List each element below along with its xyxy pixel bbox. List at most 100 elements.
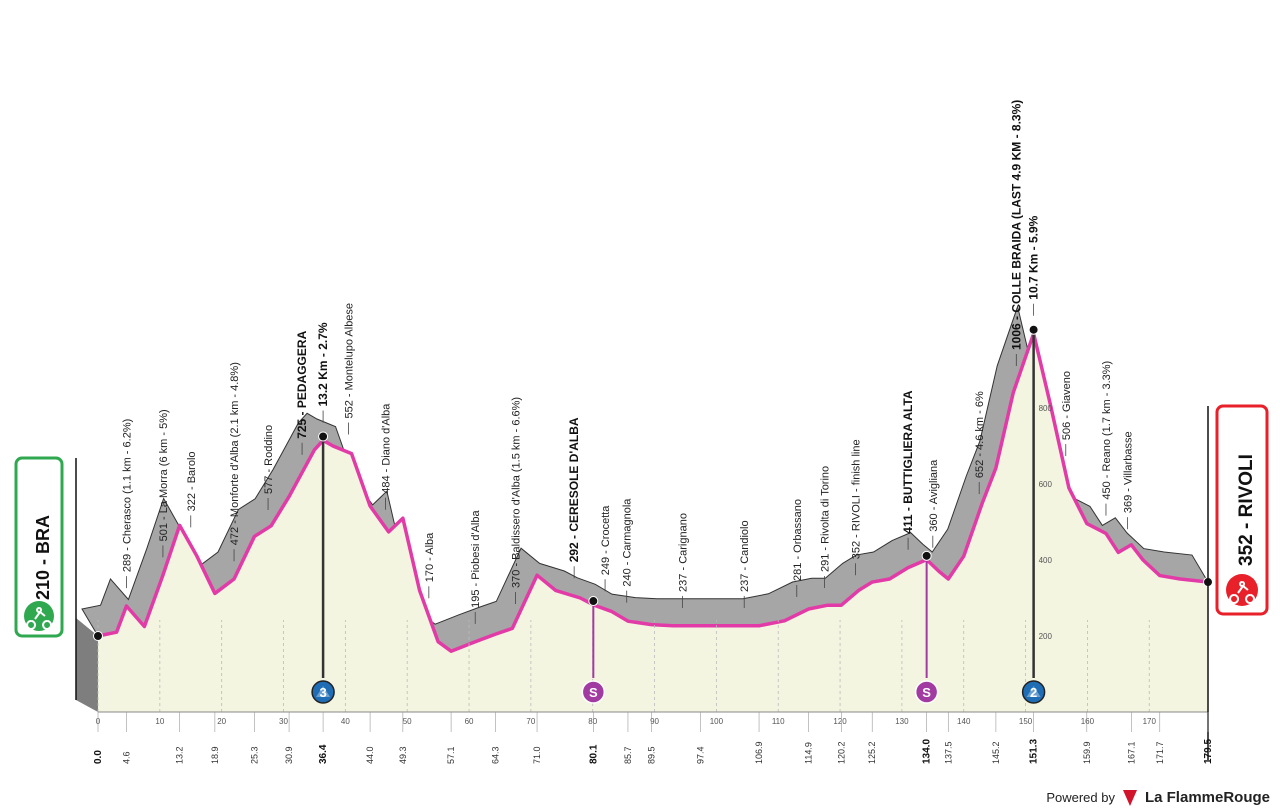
x-tick-label: 60 <box>465 717 474 726</box>
x-tick-label: 160 <box>1081 717 1095 726</box>
climb-marker-label: 3 <box>319 685 326 700</box>
finish-badge: 352 - RIVOLI <box>1215 404 1269 616</box>
km-label: 36.4 <box>318 744 329 764</box>
km-label: 137.5 <box>943 741 953 764</box>
sprint-point-dot <box>921 550 932 561</box>
waypoint-label: 289 - Cherasco (1.1 km - 6.2%) <box>121 419 133 572</box>
climb-category-icon <box>1021 680 1046 704</box>
km-label: 179.5 <box>1203 739 1214 764</box>
waypoint-label: 472 - Monforte d'Alba (2.1 km - 4.8%) <box>229 362 241 545</box>
waypoint-label: 237 - Candiolo <box>739 520 751 592</box>
climb-point-dot <box>1028 324 1039 335</box>
waypoint-label: 450 - Reano (1.7 km - 3.3%) <box>1101 361 1113 500</box>
finish-cyclist-icon <box>1226 574 1258 606</box>
km-label: 159.9 <box>1082 741 1092 764</box>
km-label: 0.0 <box>93 750 104 764</box>
x-tick-label: 170 <box>1143 717 1157 726</box>
x-tick-label: 130 <box>895 717 909 726</box>
x-tick-label: 20 <box>217 717 226 726</box>
profile-area-fill <box>98 333 1208 712</box>
km-label: 120.2 <box>836 741 846 764</box>
x-tick-label: 140 <box>957 717 971 726</box>
x-tick-label: 150 <box>1019 717 1033 726</box>
waypoint-label: 170 - Alba <box>424 532 436 582</box>
km-label: 49.3 <box>398 746 408 764</box>
km-label: 125.2 <box>867 741 877 764</box>
km-label: 134.0 <box>922 739 933 764</box>
km-label: 30.9 <box>284 746 294 764</box>
waypoint-label: 501 - La Morra (6 km - 5%) <box>158 409 170 541</box>
waypoint-label: 506 - Giaveno <box>1061 371 1073 440</box>
waypoint-label: 725 - PEDAGGERA <box>295 330 309 438</box>
km-label: 106.9 <box>754 741 764 764</box>
powered-by-text: Powered by <box>1046 790 1115 805</box>
km-label: 97.4 <box>695 746 705 764</box>
x-tick-label: 120 <box>833 717 847 726</box>
start-badge: 210 - BRA <box>14 456 64 638</box>
sprint-marker-label: S <box>922 685 931 700</box>
climb-point-dot <box>318 431 329 442</box>
brand-name: La FlammeRouge <box>1144 789 1270 806</box>
x-tick-label: 40 <box>341 717 350 726</box>
waypoint-label: 237 - Carignano <box>677 513 689 592</box>
waypoint-label: 652 - 4.6 km - 6% <box>974 391 986 478</box>
mountain-icon <box>1026 686 1041 697</box>
start-cyclist-icon <box>24 601 54 631</box>
waypoint-label: 369 - Villarbasse <box>1123 431 1135 513</box>
km-label: 85.7 <box>623 746 633 764</box>
x-tick-label: 100 <box>710 717 724 726</box>
km-label: 171.7 <box>1155 741 1165 764</box>
waypoint-label: 352 - RIVOLI - finish line <box>851 439 863 559</box>
km-label: 80.1 <box>588 744 599 764</box>
waypoint-label: 13.2 Km - 2.7% <box>316 322 330 406</box>
x-tick-label: 30 <box>279 717 288 726</box>
footer: Powered by La FlammeRouge <box>1046 789 1270 806</box>
x-tick-label: 110 <box>772 717 785 726</box>
waypoint-label: 552 - Montelupo Albese <box>343 303 355 419</box>
km-label: 145.2 <box>991 741 1001 764</box>
km-label: 57.1 <box>446 746 456 764</box>
sprint-point-dot <box>588 596 599 607</box>
climb-marker-label: 2 <box>1030 685 1037 700</box>
mountain-icon <box>316 686 331 697</box>
waypoint-label: 411 - BUTTIGLIERA ALTA <box>901 390 915 534</box>
waypoint-label: 292 - CERESOLE D'ALBA <box>567 417 581 562</box>
waypoint-label: 360 - Avigliana <box>928 459 940 532</box>
start-title: 210 - BRA <box>33 515 53 600</box>
km-label: 4.6 <box>121 751 131 764</box>
sprint-marker-label: S <box>589 685 598 700</box>
waypoint-label: 370 - Baldissero d'Alba (1.5 km - 6.6%) <box>510 397 522 588</box>
waypoint-label: 240 - Carmagnola <box>622 498 634 587</box>
x-tick-label: 50 <box>403 717 412 726</box>
waypoint-label: 577 - Roddino <box>263 425 275 494</box>
waypoint-label: 291 - Rivolta di Torino <box>820 466 832 572</box>
profile-side-panel <box>76 618 98 712</box>
km-label: 89.5 <box>646 746 656 764</box>
waypoint-label: 322 - Barolo <box>186 451 198 511</box>
y-tick-label: 600 <box>1039 480 1053 489</box>
km-label: 64.3 <box>491 746 501 764</box>
km-label: 151.3 <box>1029 739 1040 764</box>
km-label: 167.1 <box>1126 741 1136 764</box>
y-tick-label: 400 <box>1039 556 1053 565</box>
km-label: 44.0 <box>365 746 375 764</box>
climb-category-icon <box>311 680 335 704</box>
route-line <box>97 331 1209 653</box>
waypoint-label: 195 - Piobesi d'Alba <box>470 510 482 608</box>
sprint-icon <box>581 680 606 704</box>
x-tick-label: 90 <box>650 717 659 726</box>
waypoint-label: 249 - Crocetta <box>600 505 612 576</box>
waypoint-label: 1006 - COLLE BRAIDA (LAST 4.9 KM - 8.3%) <box>1009 100 1023 350</box>
waypoint-label: 10.7 Km - 5.9% <box>1027 215 1041 299</box>
km-label: 13.2 <box>175 746 185 764</box>
km-label: 18.9 <box>210 746 220 764</box>
sprint-icon <box>914 680 939 704</box>
waypoint-label: 281 - Orbassano <box>792 499 804 581</box>
km-label: 71.0 <box>532 746 542 764</box>
km-label: 114.9 <box>804 742 814 764</box>
y-tick-label: 200 <box>1039 632 1053 641</box>
km-label: 25.3 <box>249 746 259 764</box>
waypoint-label: 484 - Diano d'Alba <box>381 403 393 494</box>
y-tick-label: 800 <box>1039 404 1053 413</box>
